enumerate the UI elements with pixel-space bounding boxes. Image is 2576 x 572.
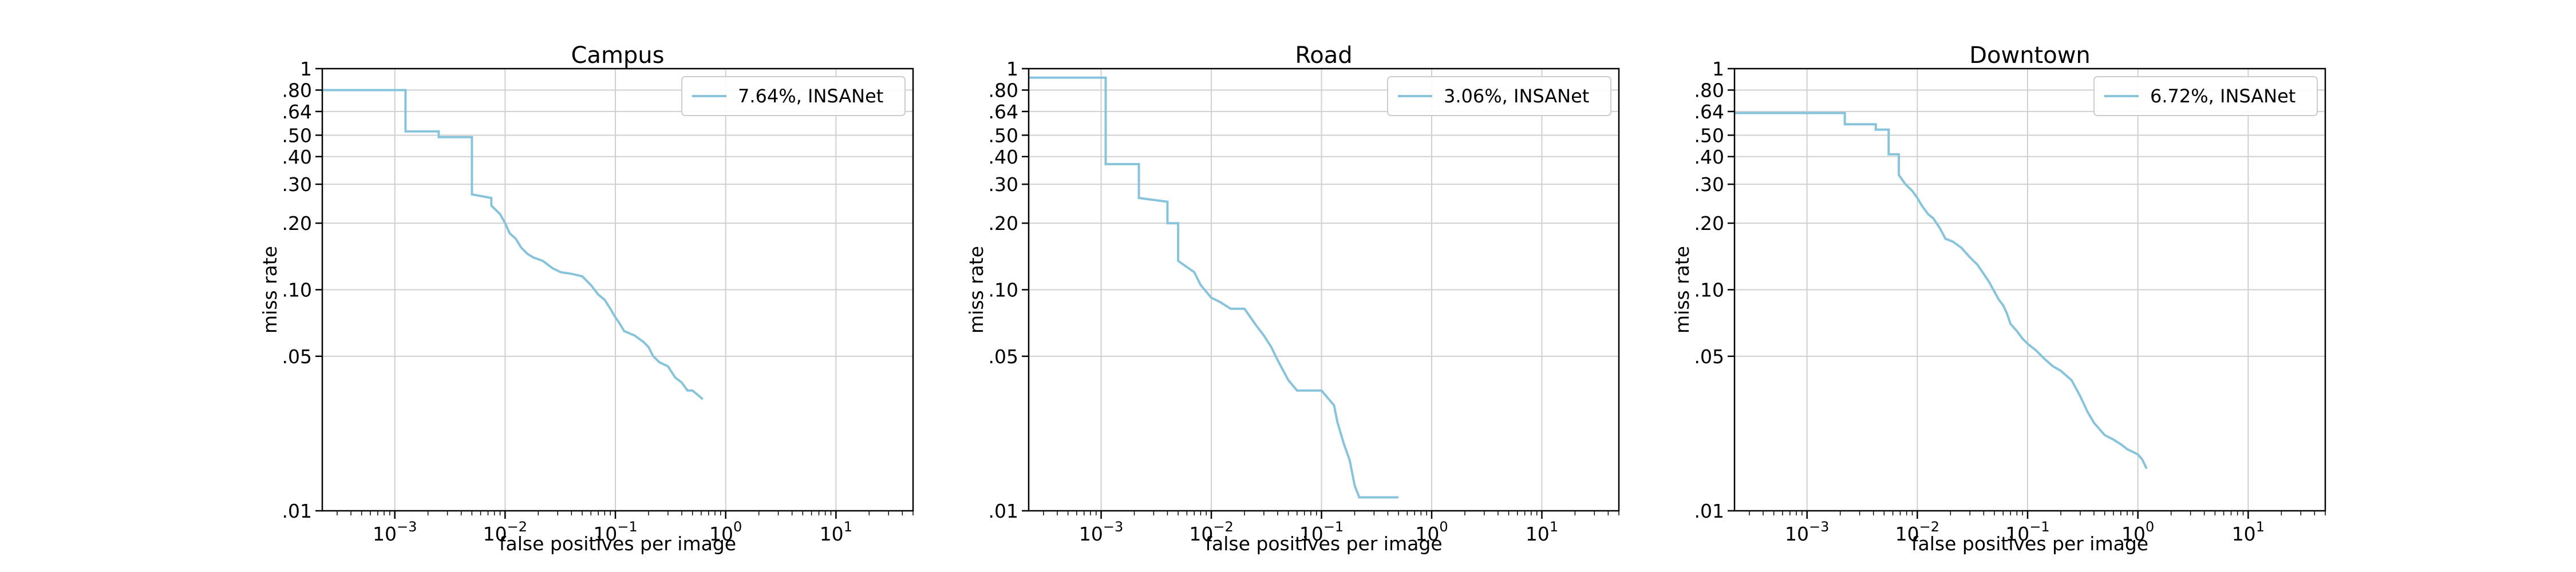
y-tick-label: 1 (1006, 58, 1018, 80)
y-tick-label: .10 (282, 279, 312, 301)
x-tick-label: 100 (1415, 519, 1448, 545)
y-tick-label: .05 (989, 345, 1018, 368)
x-tick-label: 10−2 (1189, 519, 1233, 545)
y-tick-label: .05 (1694, 345, 1724, 368)
y-tick-label: 1 (300, 58, 312, 80)
y-tick-label: .40 (989, 146, 1018, 168)
series-line (1029, 76, 1399, 499)
chart-title: Downtown (1969, 42, 2091, 69)
x-axis-label: false positives per image (1911, 533, 2148, 555)
legend-box (2093, 76, 2318, 116)
y-tick-label: .64 (989, 101, 1018, 123)
y-tick-label: .20 (989, 212, 1018, 235)
chart-title: Road (1295, 42, 1352, 69)
chart-panel-campus: 1.80.64.50.40 .30 .20 .10 .05 .01 10−3 10−2 10−1… (259, 42, 914, 555)
legend-entry: 6.72%, INSANet (2150, 85, 2296, 107)
y-tick-label: .50 (1694, 124, 1724, 146)
x-tick-label: 100 (2121, 519, 2154, 545)
y-tick-label: .30 (1694, 173, 1724, 196)
y-tick-label: .50 (989, 124, 1018, 146)
x-axis-label: false positives per image (499, 533, 736, 555)
x-tick-label: 10−2 (483, 519, 527, 545)
series-line (1735, 112, 2148, 470)
x-axis-label: false positives per image (1205, 533, 1442, 555)
y-tick-label: .80 (1694, 79, 1724, 101)
legend-box (1387, 76, 1611, 116)
y-axis-label: miss rate (259, 246, 281, 333)
y-tick-label: 1 (1712, 58, 1724, 80)
legend: 3.06%, INSANet (1387, 76, 1611, 116)
y-tick-label: .30 (989, 173, 1018, 196)
y-tick-label: .50 (282, 124, 312, 146)
y-tick-label: .20 (282, 212, 312, 235)
y-axis-label: miss rate (1671, 246, 1693, 333)
series-line (322, 89, 704, 400)
x-tick-label: 101 (2232, 519, 2265, 545)
y-tick-label: .40 (282, 146, 312, 168)
y-tick-label: .64 (1694, 101, 1724, 123)
y-axis-label: miss rate (965, 246, 987, 333)
x-tick-label: 10−2 (1895, 519, 1939, 545)
y-tick-label: .40 (1694, 146, 1724, 168)
x-tick-label: 10−3 (373, 519, 417, 545)
x-tick-label: 10−3 (1785, 519, 1829, 545)
legend: 7.64%, INSANet (681, 76, 906, 116)
x-tick-label: 10−3 (1079, 519, 1123, 545)
y-tick-label: .80 (282, 79, 312, 101)
chart-panel-downtown: 1.80.64.50.40 .30 .20 .10 .05 .01 10−3 10−2 10−1… (1671, 42, 2326, 555)
y-tick-label: .80 (989, 79, 1018, 101)
y-tick-label: .30 (282, 173, 312, 196)
x-tick-label: 100 (709, 519, 742, 545)
y-tick-label: .20 (1694, 212, 1724, 235)
legend-entry: 7.64%, INSANet (738, 85, 883, 107)
y-tick-label: .10 (1694, 279, 1724, 301)
x-tick-label: 10−1 (593, 519, 637, 545)
y-tick-label: .01 (282, 500, 312, 522)
legend-box (681, 76, 906, 116)
x-tick-label: 10−1 (2005, 519, 2049, 545)
legend-entry: 3.06%, INSANet (1444, 85, 1589, 107)
chart-title: Campus (571, 42, 665, 69)
x-tick-label: 10−1 (1299, 519, 1344, 545)
y-tick-label: .10 (989, 279, 1018, 301)
y-tick-label: .01 (989, 500, 1018, 522)
x-tick-label: 101 (1526, 519, 1558, 545)
y-tick-label: .05 (282, 345, 312, 368)
y-tick-label: .64 (282, 101, 312, 123)
x-tick-label: 101 (820, 519, 852, 545)
y-tick-label: .01 (1694, 500, 1724, 522)
chart-panel-road: 1.80.64.50.40 .30 .20 .10 .05 .01 10−3 10−2 10−1… (965, 42, 1620, 555)
legend: 6.72%, INSANet (2093, 76, 2318, 116)
